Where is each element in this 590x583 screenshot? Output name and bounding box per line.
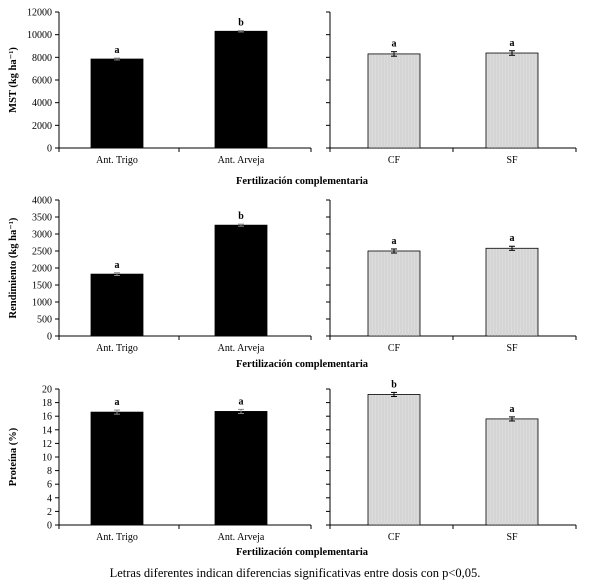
- bar-left: [90, 411, 144, 526]
- category-label: CF: [388, 155, 401, 166]
- y-axis-label: Proteína (%): [8, 427, 19, 486]
- significance-letter: a: [115, 260, 120, 271]
- category-label: Ant. Trigo: [96, 155, 138, 166]
- y-tick-label: 12000: [27, 8, 52, 19]
- category-label: Ant. Trigo: [96, 532, 138, 543]
- bar-right: [367, 250, 421, 337]
- bar-left: [214, 224, 268, 337]
- bar-right: [485, 52, 539, 149]
- significance-letter: a: [115, 45, 120, 56]
- significance-letter: a: [392, 236, 397, 247]
- y-tick-label: 10000: [27, 30, 52, 41]
- y-tick-label: 8: [47, 466, 52, 477]
- significance-letter: a: [510, 38, 515, 49]
- y-axis-label: MST (kg ha⁻¹): [8, 47, 19, 113]
- category-label: SF: [506, 532, 518, 543]
- y-tick-label: 4: [47, 493, 52, 504]
- y-tick-label: 1500: [32, 281, 52, 292]
- y-tick-label: 3500: [32, 213, 52, 224]
- y-tick-label: 4000: [32, 98, 52, 109]
- y-tick-label: 14: [42, 425, 52, 436]
- y-tick-label: 18: [42, 398, 52, 409]
- bar-left: [214, 30, 268, 149]
- category-label: Ant. Arveja: [218, 343, 265, 354]
- bar-left: [214, 411, 268, 526]
- significance-letter: a: [510, 233, 515, 244]
- bar-right: [485, 247, 539, 337]
- y-tick-label: 0: [47, 521, 52, 532]
- category-label: Ant. Arveja: [218, 155, 265, 166]
- category-label: CF: [388, 343, 401, 354]
- bar-right: [367, 394, 421, 526]
- y-tick-label: 6000: [32, 76, 52, 87]
- y-tick-label: 0: [47, 332, 52, 343]
- category-label: CF: [388, 532, 401, 543]
- y-tick-label: 2000: [32, 121, 52, 132]
- y-tick-label: 2: [47, 507, 52, 518]
- y-tick-label: 12: [42, 439, 52, 450]
- x-axis-title: Fertilización complementaria: [236, 547, 369, 558]
- x-axis-title: Fertilización complementaria: [236, 359, 369, 370]
- x-axis-title: Fertilización complementaria: [236, 176, 369, 187]
- y-tick-label: 500: [37, 315, 52, 326]
- significance-letter: b: [391, 379, 397, 390]
- y-axis-label: Rendimiento (kg ha⁻¹): [8, 217, 19, 318]
- category-label: Ant. Trigo: [96, 343, 138, 354]
- bar-left: [90, 273, 144, 337]
- y-tick-label: 8000: [32, 53, 52, 64]
- category-label: Ant. Arveja: [218, 532, 265, 543]
- y-tick-label: 4000: [32, 196, 52, 207]
- significance-letter: a: [392, 39, 397, 50]
- significance-letter: a: [239, 396, 244, 407]
- category-label: SF: [506, 343, 518, 354]
- significance-letter: a: [115, 397, 120, 408]
- y-tick-label: 1000: [32, 298, 52, 309]
- bar-right: [485, 418, 539, 526]
- y-tick-label: 10: [42, 453, 52, 464]
- y-tick-label: 16: [42, 412, 52, 423]
- bar-right: [367, 53, 421, 149]
- footnote: Letras diferentes indican diferencias si…: [109, 566, 481, 580]
- significance-letter: b: [238, 211, 244, 222]
- significance-letter: b: [238, 18, 244, 29]
- y-tick-label: 2500: [32, 247, 52, 258]
- y-tick-label: 20: [42, 385, 52, 396]
- bar-left: [90, 58, 144, 149]
- y-tick-label: 6: [47, 480, 52, 491]
- y-tick-label: 2000: [32, 264, 52, 275]
- y-tick-label: 3000: [32, 230, 52, 241]
- category-label: SF: [506, 155, 518, 166]
- y-tick-label: 0: [47, 144, 52, 155]
- significance-letter: a: [510, 404, 515, 415]
